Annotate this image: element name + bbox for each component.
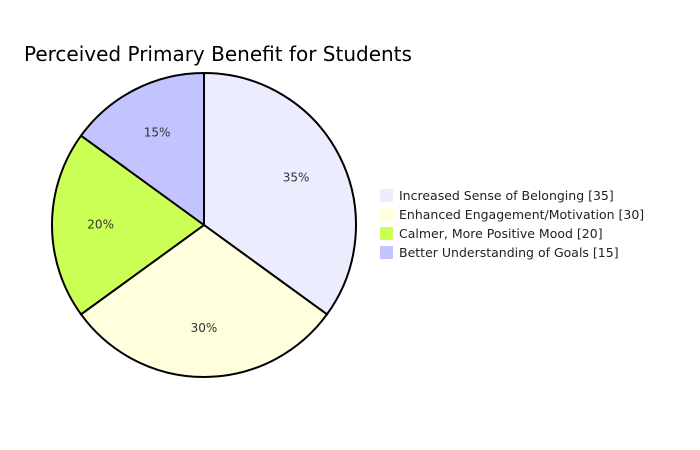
legend-label: Calmer, More Positive Mood [20] <box>399 226 603 241</box>
legend-item-enhanced-engagement-motivation: Enhanced Engagement/Motivation [30] <box>380 207 644 222</box>
pie-slice-enhanced-engagement-motivation <box>79 223 329 378</box>
legend-label: Enhanced Engagement/Motivation [30] <box>399 207 644 222</box>
legend-item-better-understanding-of-goals: Better Understanding of Goals [15] <box>380 245 619 260</box>
legend-swatch <box>380 227 393 240</box>
slice-label-better-understanding-of-goals: 15% <box>144 125 171 139</box>
legend: Increased Sense of Belonging [35] Enhance… <box>380 188 644 260</box>
slice-label-increased-sense-of-belonging: 35% <box>283 171 310 185</box>
legend-item-calmer-more-positive-mood: Calmer, More Positive Mood [20] <box>380 226 603 241</box>
legend-swatch <box>380 246 393 259</box>
slice-label-calmer-more-positive-mood: 20% <box>87 218 114 232</box>
pie-slice-increased-sense-of-belonging <box>203 71 357 316</box>
legend-swatch <box>380 189 393 202</box>
chart-title: Perceived Primary Benefit for Students <box>24 42 412 66</box>
legend-label: Increased Sense of Belonging [35] <box>399 188 614 203</box>
pie-slice-labels: 35% 30% 20% 15% <box>87 125 309 334</box>
legend-item-increased-sense-of-belonging: Increased Sense of Belonging [35] <box>380 188 614 203</box>
slice-label-enhanced-engagement-motivation: 30% <box>191 321 218 335</box>
pie-slice-better-understanding-of-goals <box>79 71 205 227</box>
pie-slice-calmer-more-positive-mood <box>51 134 206 316</box>
pie-slices <box>51 71 357 378</box>
legend-label: Better Understanding of Goals [15] <box>399 245 619 260</box>
legend-swatch <box>380 208 393 221</box>
